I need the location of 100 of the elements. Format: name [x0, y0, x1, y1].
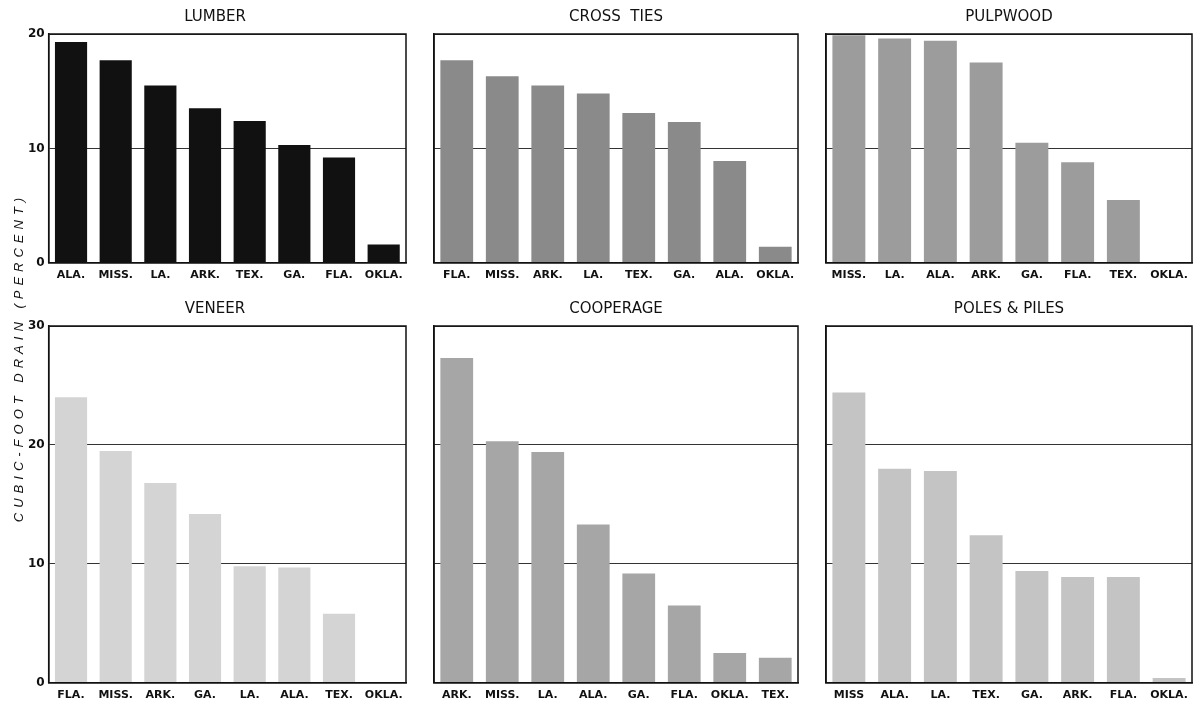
bar	[144, 482, 177, 683]
bar	[576, 93, 610, 263]
bar	[188, 513, 222, 683]
chart-title: POLES & PILES	[953, 298, 1065, 317]
bar	[622, 573, 656, 683]
bar	[878, 38, 912, 263]
x-tick-label: GA.	[194, 688, 216, 702]
x-tick-label: OKLA.	[1150, 268, 1189, 282]
y-tick-label: 0	[36, 674, 45, 689]
x-tick-label: MISS.	[831, 268, 867, 282]
chart-title: VENEER	[184, 298, 246, 317]
bar	[878, 468, 912, 683]
x-tick-label: TEX.	[325, 688, 353, 702]
bar	[1061, 162, 1095, 263]
x-tick-label: OKLA.	[364, 688, 403, 702]
bar	[713, 653, 747, 683]
x-tick-label: FLA.	[1063, 268, 1092, 282]
x-tick-label: ARK.	[145, 688, 176, 702]
x-tick-label: MISS.	[484, 268, 520, 282]
bar	[278, 567, 311, 683]
bar	[832, 35, 866, 263]
chart-title: LUMBER	[184, 6, 246, 25]
x-tick-label: ARK.	[1062, 688, 1093, 702]
x-tick-label: GA.	[1020, 688, 1043, 702]
x-tick-label: FLA.	[325, 268, 353, 282]
x-tick-label: GA.	[627, 688, 650, 702]
bar	[440, 358, 474, 683]
x-tick-label: LA.	[150, 268, 171, 282]
y-tick-label: 10	[28, 555, 45, 570]
x-tick-label: TEX.	[761, 688, 790, 702]
bar	[440, 60, 474, 263]
x-tick-label: GA.	[283, 268, 306, 282]
x-tick-label: TEX.	[624, 268, 653, 282]
chart-title: CROSS TIES	[569, 6, 663, 25]
chart-title: PULPWOOD	[965, 6, 1053, 25]
x-tick-label: MISS.	[98, 688, 133, 702]
x-tick-label: ARK.	[971, 268, 1001, 282]
x-tick-label: ARK.	[190, 268, 220, 282]
x-tick-label: ALA.	[715, 268, 744, 282]
bar	[1106, 199, 1140, 263]
bar	[322, 613, 356, 683]
x-tick-label: GA.	[1020, 268, 1043, 282]
bar	[1015, 142, 1049, 263]
x-tick-label: TEX.	[235, 268, 264, 282]
x-tick-label: LA.	[884, 268, 905, 282]
bar	[969, 62, 1003, 263]
bar	[99, 450, 132, 683]
bar	[531, 85, 565, 263]
bar	[1152, 678, 1186, 683]
bar	[1015, 571, 1049, 683]
x-tick-label: MISS	[833, 688, 865, 702]
x-tick-label: OKLA.	[364, 268, 403, 282]
x-tick-label: LA.	[239, 688, 260, 702]
x-tick-label: FLA.	[1109, 688, 1138, 702]
x-tick-label: TEX.	[972, 688, 1000, 702]
y-tick-label: 20	[28, 437, 45, 452]
y-tick-label: 0	[36, 254, 45, 269]
x-tick-label: ALA.	[579, 688, 608, 702]
x-tick-label: TEX.	[1109, 268, 1138, 282]
bar	[923, 40, 957, 263]
x-tick-label: OKLA.	[1150, 688, 1189, 702]
x-tick-label: ARK.	[532, 268, 563, 282]
y-tick-label: 30	[28, 318, 45, 333]
bar	[485, 76, 519, 263]
x-tick-label: FLA.	[57, 688, 85, 702]
bar	[713, 160, 747, 263]
bar	[923, 471, 957, 683]
bar	[233, 566, 266, 683]
bar	[622, 112, 656, 263]
bar	[1061, 576, 1095, 683]
x-tick-label: GA.	[673, 268, 696, 282]
x-tick-label: ALA.	[926, 268, 955, 282]
x-tick-label: MISS.	[98, 268, 133, 282]
x-tick-label: ALA.	[280, 688, 309, 702]
y-tick-label: 20	[28, 26, 45, 41]
x-tick-label: MISS.	[484, 688, 520, 702]
bar	[1106, 576, 1140, 683]
bar	[758, 246, 792, 263]
bar	[485, 441, 519, 683]
x-tick-label: ALA.	[880, 688, 909, 702]
x-tick-label: ARK.	[441, 688, 472, 702]
bar	[531, 452, 565, 683]
x-tick-label: OKLA.	[756, 268, 795, 282]
bar	[54, 397, 88, 683]
x-tick-label: OKLA.	[710, 688, 749, 702]
y-tick-label: 10	[28, 140, 45, 155]
chart-title: COOPERAGE	[569, 298, 663, 317]
x-tick-label: LA.	[583, 268, 604, 282]
bar	[667, 605, 701, 683]
bar	[969, 535, 1003, 683]
bar	[758, 657, 792, 683]
bar	[576, 524, 610, 683]
y-axis-title: CUBIC-FOOT DRAIN (PERCENT)	[10, 191, 26, 525]
bar	[667, 122, 701, 263]
x-tick-label: LA.	[537, 688, 558, 702]
x-tick-label: FLA.	[670, 688, 698, 702]
x-tick-label: LA.	[930, 688, 951, 702]
x-tick-label: FLA.	[443, 268, 471, 282]
bar	[832, 392, 866, 683]
x-tick-label: ALA.	[56, 268, 86, 282]
